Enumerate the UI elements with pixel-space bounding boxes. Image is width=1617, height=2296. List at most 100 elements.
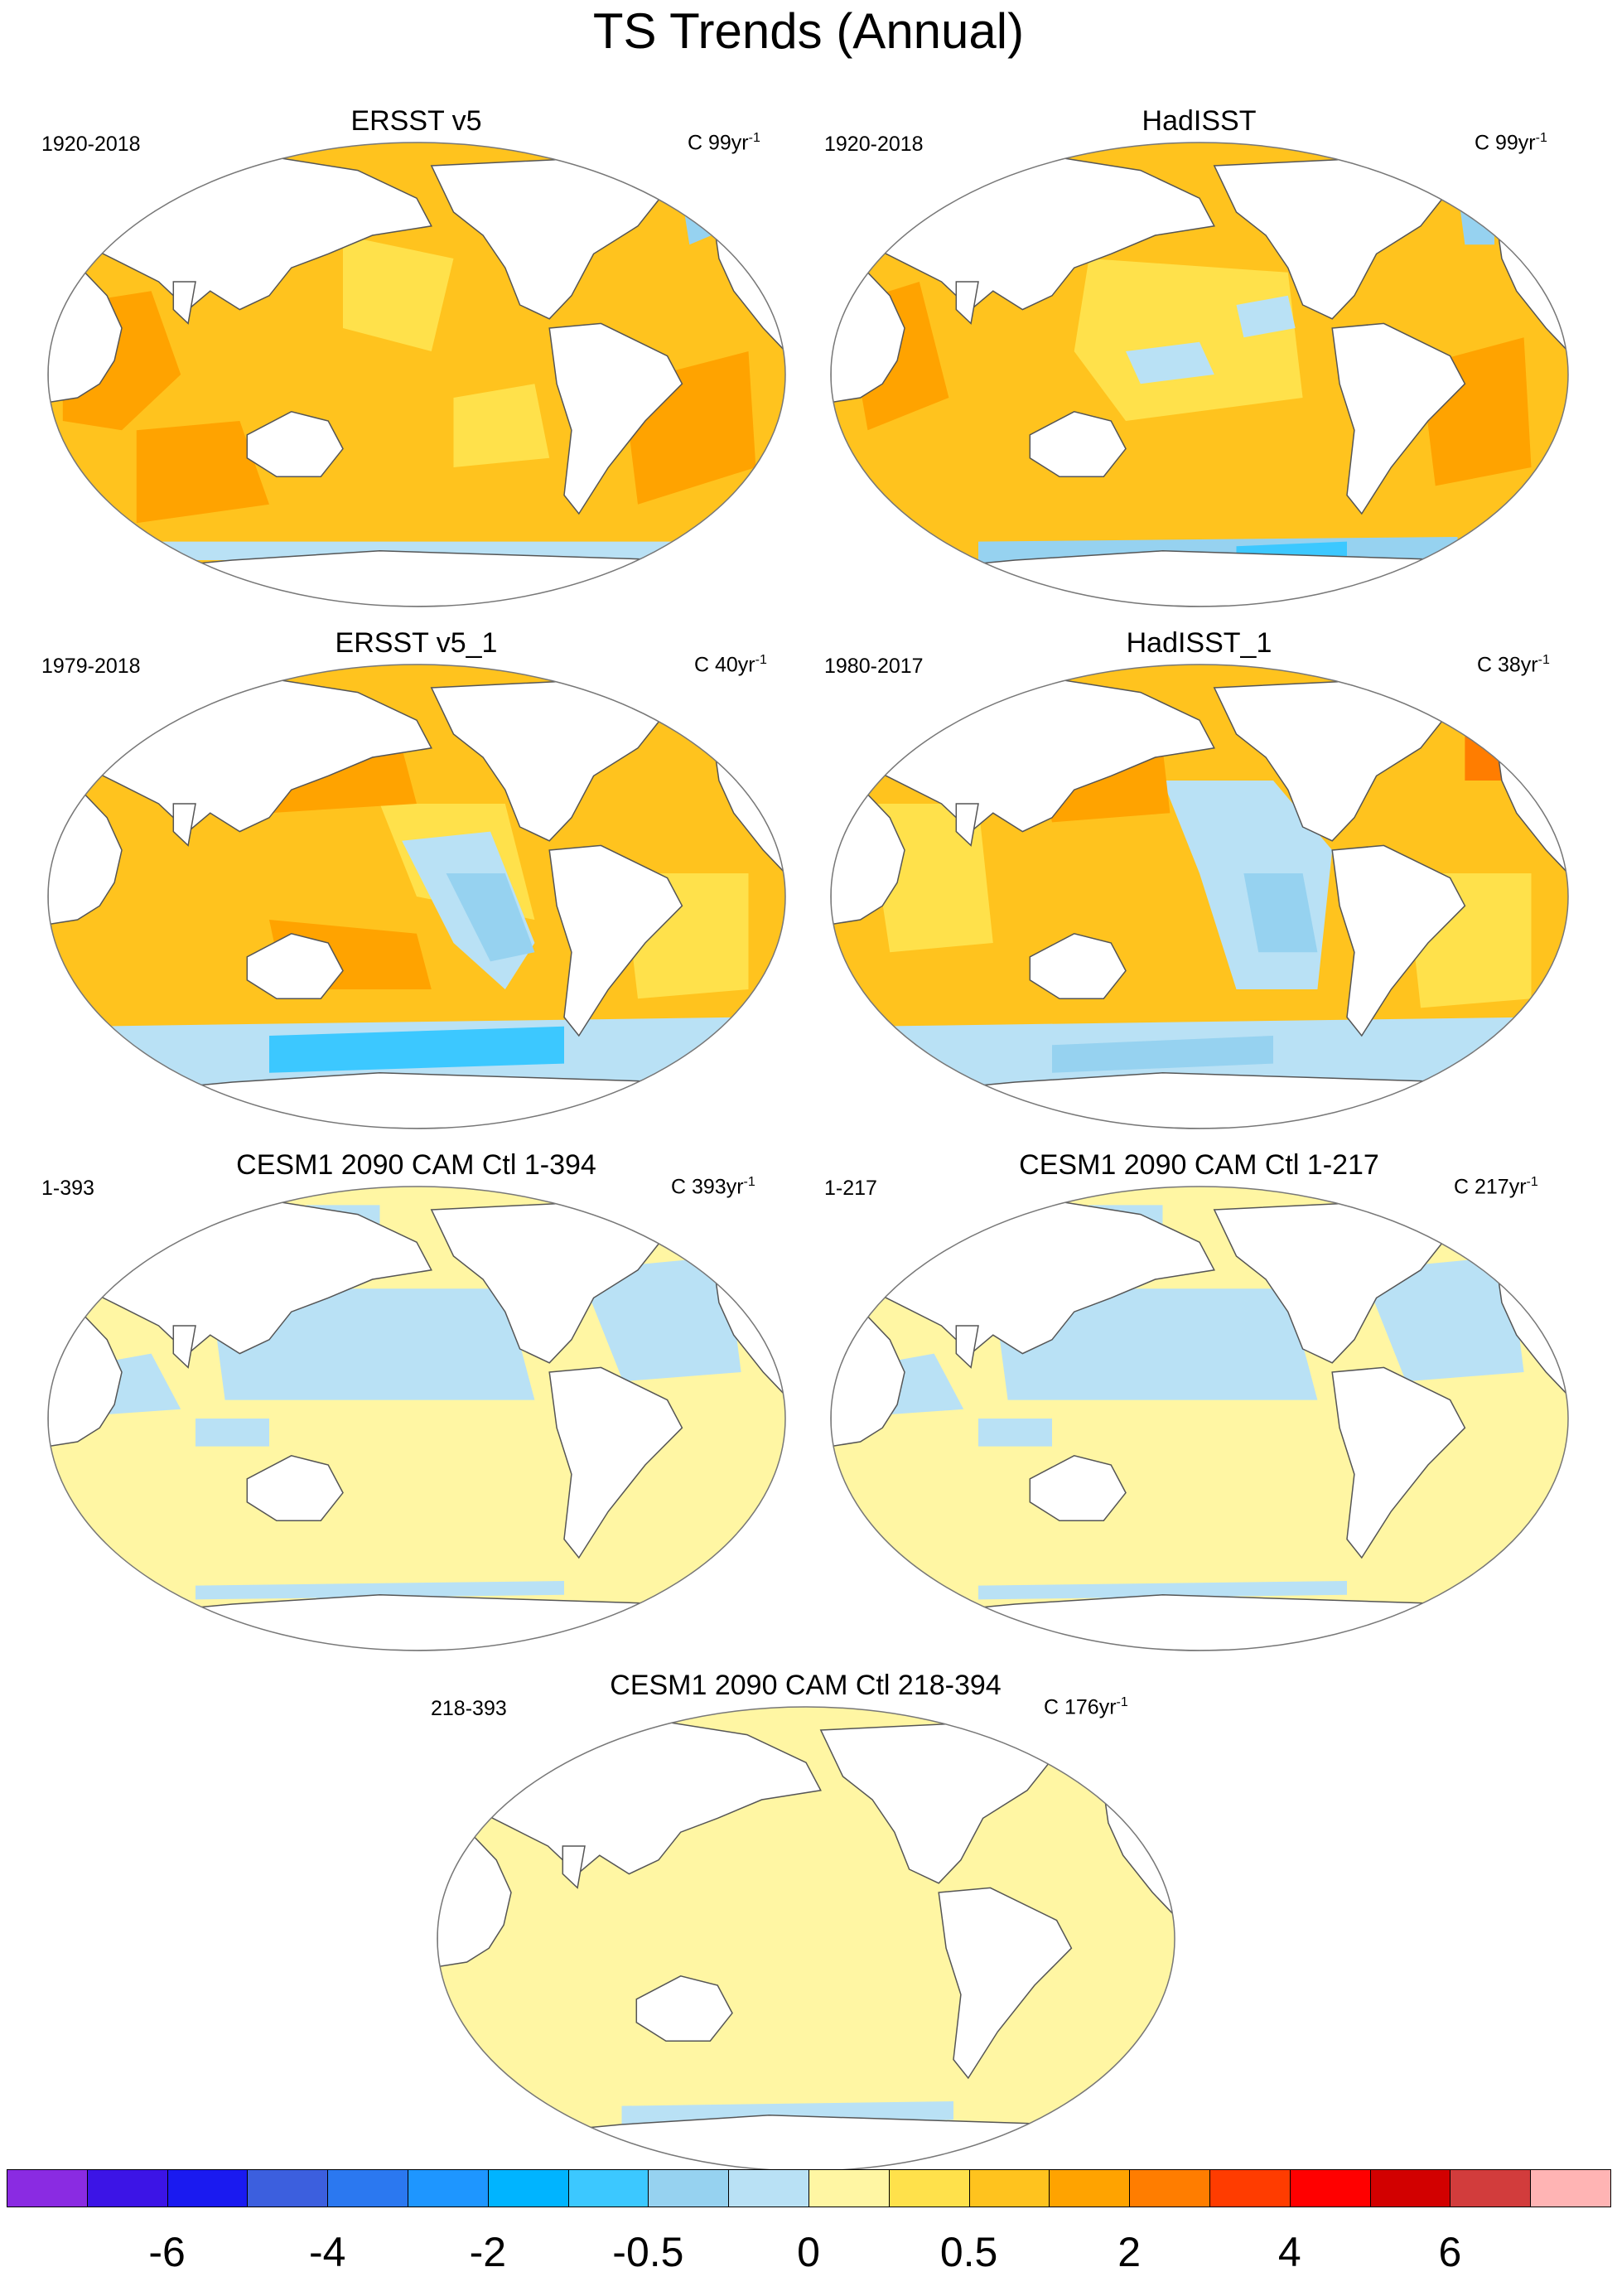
colorbar-tick-label: -4 (308, 2229, 346, 2275)
landmass-australia (1029, 411, 1127, 477)
landmass-s-america (548, 1366, 683, 1559)
map-field (48, 665, 785, 1129)
map-panel-ersst-v5: ERSST v5 1920-2018 C 99yr-1 (25, 103, 808, 616)
colorbar-box (1530, 2169, 1611, 2207)
panel-units-label: C 40yr-1 (694, 653, 767, 677)
colorbar-tick-label: 4 (1277, 2229, 1301, 2275)
trend-patch (343, 235, 454, 351)
landmass-india (955, 803, 979, 847)
landmass-greenland (1419, 673, 1481, 722)
trend-patch (992, 1288, 1318, 1400)
panel-period-label: 1920-2018 (41, 133, 141, 156)
map-panel-cesm1-ctl-218-394: CESM1 2090 CAM Ctl 218-394 218-393 C 176yr… (414, 1667, 1197, 2181)
map-panel-cesm1-ctl-1-217: CESM1 2090 CAM Ctl 1-217 1-217 C 217yr-1 (808, 1147, 1590, 1660)
colorbar-tick-label: 0 (797, 2229, 820, 2275)
colorbar-box (86, 2169, 168, 2207)
panel-units-label: C 38yr-1 (1477, 653, 1550, 677)
world-map (830, 664, 1569, 1129)
landmass-australia (1029, 933, 1127, 999)
landmass-s-america (548, 844, 683, 1037)
map-panel-cesm1-ctl-1-394: CESM1 2090 CAM Ctl 1-394 1-393 C 393yr-1 (25, 1147, 808, 1660)
landmass-greenland (1419, 1195, 1481, 1244)
landmass-india (172, 1325, 196, 1369)
trend-patch (1126, 341, 1214, 384)
landmass-australia (246, 1455, 344, 1521)
landmass-s-america (1331, 322, 1466, 515)
landmass-india (955, 1325, 979, 1369)
map-panel-hadisst-1: HadISST_1 1980-2017 C 38yr-1 (808, 625, 1590, 1138)
landmass-africa (831, 271, 905, 404)
panel-period-label: 1979-2018 (41, 655, 141, 678)
landmass-antarctica (867, 550, 1532, 607)
landmass-australia (1029, 1455, 1127, 1521)
panel-period-label: 1-393 (41, 1177, 94, 1200)
landmass-greenland (1419, 151, 1481, 200)
trend-patch (210, 1288, 535, 1400)
colorbar-box (487, 2169, 569, 2207)
world-map (47, 142, 786, 607)
colorbar-box (808, 2169, 890, 2207)
map-border (830, 1186, 1569, 1651)
world-map (830, 1186, 1569, 1651)
landmass-s-america (548, 322, 683, 515)
trend-patch (453, 384, 550, 467)
panel-units-label: C 99yr-1 (1475, 131, 1547, 155)
map-border (47, 664, 786, 1129)
map-field (831, 143, 1568, 607)
panel-title: HadISST (1142, 105, 1257, 137)
world-map (830, 142, 1569, 607)
landmass-africa (48, 1315, 123, 1448)
map-border (47, 142, 786, 607)
panel-units-label: C 176yr-1 (1044, 1695, 1128, 1719)
landmass-africa (831, 793, 905, 926)
panel-period-label: 218-393 (431, 1697, 507, 1720)
colorbar-box (167, 2169, 249, 2207)
colorbar-tick-label: 0.5 (939, 2229, 998, 2275)
colorbar-box (1129, 2169, 1210, 2207)
trend-patch (1074, 259, 1303, 421)
trend-patch (1361, 1256, 1524, 1382)
trend-patch (978, 1581, 1347, 1600)
panel-title: ERSST v5 (350, 105, 482, 137)
landmass-s-america (1331, 844, 1466, 1037)
panel-units-label: C 99yr-1 (688, 131, 760, 155)
world-map (47, 664, 786, 1129)
panel-title: HadISST_1 (1126, 627, 1272, 659)
landmass-africa (437, 1835, 512, 1968)
landmass-antarctica (867, 1594, 1532, 1651)
landmass-antarctica (84, 1594, 749, 1651)
trend-patch (136, 421, 269, 524)
colorbar-tick-label: -2 (469, 2229, 507, 2275)
colorbar-tick-label: 6 (1438, 2229, 1462, 2275)
landmass-india (955, 281, 979, 325)
colorbar-box (7, 2169, 88, 2207)
trend-patch (978, 1419, 1052, 1447)
landmass-india (172, 803, 196, 847)
colorbar-box (728, 2169, 809, 2207)
map-border (830, 664, 1569, 1129)
map-field (48, 143, 785, 607)
colorbar-box (408, 2169, 489, 2207)
colorbar-box (1369, 2169, 1451, 2207)
landmass-greenland (636, 1195, 698, 1244)
world-map (47, 1186, 786, 1651)
landmass-s-america (938, 1887, 1073, 2080)
landmass-greenland (636, 151, 698, 200)
landmass-australia (246, 411, 344, 477)
trend-patch (1243, 873, 1318, 953)
trend-patch (62, 541, 771, 560)
landmass-australia (246, 933, 344, 999)
colorbar-box (567, 2169, 649, 2207)
colorbar-tick-label: -6 (148, 2229, 186, 2275)
colorbar-tick-label: -0.5 (612, 2229, 684, 2275)
landmass-greenland (636, 673, 698, 722)
panel-title: CESM1 2090 CAM Ctl 218-394 (610, 1670, 1002, 1701)
trend-patch (578, 1256, 741, 1382)
panel-title: CESM1 2090 CAM Ctl 1-394 (236, 1149, 596, 1181)
colorbar-box (1450, 2169, 1532, 2207)
colorbar-box (1289, 2169, 1371, 2207)
landmass-africa (48, 793, 123, 926)
figure-title: TS Trends (Annual) (592, 3, 1025, 59)
panel-units-label: C 217yr-1 (1454, 1175, 1538, 1199)
landmass-antarctica (84, 550, 749, 607)
